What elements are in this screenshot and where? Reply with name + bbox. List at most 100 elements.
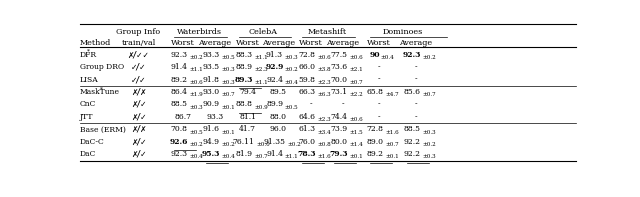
Text: JTT: JTT: [80, 113, 93, 121]
Text: Base (ERM): Base (ERM): [80, 125, 126, 133]
Text: DaC-C: DaC-C: [80, 138, 105, 146]
Text: ±0.5: ±0.5: [189, 130, 204, 135]
Text: ±0.2: ±0.2: [189, 55, 204, 60]
Text: -: -: [378, 113, 380, 121]
Text: MaskTune: MaskTune: [80, 88, 120, 96]
Text: ±0.7: ±0.7: [221, 92, 235, 97]
Text: ±1.9: ±1.9: [189, 92, 204, 97]
Text: ±0.3: ±0.3: [422, 154, 436, 160]
Text: ±0.3: ±0.3: [285, 55, 298, 60]
Text: ±2.3: ±2.3: [317, 80, 331, 85]
Text: Waterbirds: Waterbirds: [177, 28, 221, 36]
Text: -: -: [414, 113, 417, 121]
Text: LISA: LISA: [80, 76, 99, 84]
Text: 77.5: 77.5: [330, 51, 348, 59]
Text: ±0.3: ±0.3: [422, 130, 436, 135]
Text: 92.2: 92.2: [403, 150, 420, 158]
Text: train/val: train/val: [122, 39, 156, 47]
Text: ±1.1: ±1.1: [189, 67, 204, 72]
Text: ±1.1: ±1.1: [254, 55, 268, 60]
Text: 79.3: 79.3: [330, 150, 348, 158]
Text: ±0.2: ±0.2: [422, 142, 436, 147]
Text: 92.6: 92.6: [170, 138, 189, 146]
Text: 93.0: 93.0: [202, 88, 220, 96]
Text: ±2.2: ±2.2: [349, 92, 363, 97]
Text: 88.0: 88.0: [270, 113, 287, 121]
Text: ±2.3: ±2.3: [317, 117, 331, 122]
Text: 76.0: 76.0: [298, 138, 316, 146]
Text: ±3.8: ±3.8: [317, 67, 331, 72]
Text: 72.8: 72.8: [298, 51, 316, 59]
Text: 76.11: 76.11: [233, 138, 255, 146]
Text: 93.3: 93.3: [202, 51, 220, 59]
Text: 88.8: 88.8: [236, 100, 252, 109]
Text: ±0.5: ±0.5: [221, 55, 235, 60]
Text: 90: 90: [370, 51, 381, 59]
Text: 88.3: 88.3: [236, 51, 252, 59]
Text: ✗/✗: ✗/✗: [131, 87, 147, 97]
Text: ±0.6: ±0.6: [349, 117, 363, 122]
Text: Worst: Worst: [299, 39, 323, 47]
Text: ✗/✓: ✗/✓: [131, 150, 147, 159]
Text: DFR: DFR: [80, 51, 97, 59]
Text: 79.4: 79.4: [239, 88, 256, 96]
Text: ±0.1: ±0.1: [385, 154, 399, 160]
Text: ±4.7: ±4.7: [385, 92, 399, 97]
Text: 66.3: 66.3: [298, 88, 316, 96]
Text: -: -: [378, 63, 380, 71]
Text: -: -: [414, 100, 417, 109]
Text: ±0.6: ±0.6: [317, 55, 331, 60]
Text: Average: Average: [399, 39, 432, 47]
Text: Group Info: Group Info: [116, 28, 161, 36]
Text: 91.8: 91.8: [202, 76, 220, 84]
Text: 81.9: 81.9: [236, 150, 252, 158]
Text: CnC: CnC: [80, 100, 97, 109]
Text: 74.4: 74.4: [330, 113, 348, 121]
Text: ✗/✓: ✗/✓: [131, 112, 147, 121]
Text: ✓/✓: ✓/✓: [131, 63, 147, 72]
Text: ✗/✓✓: ✗/✓✓: [127, 50, 150, 59]
Text: 86.7: 86.7: [175, 113, 191, 121]
Text: 73.6: 73.6: [330, 63, 348, 71]
Text: Worst: Worst: [367, 39, 391, 47]
Text: 91.6: 91.6: [202, 125, 220, 133]
Text: ±0.4: ±0.4: [285, 80, 299, 85]
Text: 64.6: 64.6: [298, 113, 316, 121]
Text: 41.7: 41.7: [239, 125, 256, 133]
Text: *: *: [100, 86, 102, 91]
Text: Method: Method: [80, 39, 111, 47]
Text: ±0.2: ±0.2: [221, 142, 235, 147]
Text: 88.5: 88.5: [171, 100, 188, 109]
Text: 73.1: 73.1: [330, 88, 348, 96]
Text: 80.0: 80.0: [330, 138, 348, 146]
Text: 89.5: 89.5: [270, 88, 287, 96]
Text: 96.0: 96.0: [270, 125, 287, 133]
Text: ±0.1: ±0.1: [221, 130, 235, 135]
Text: ±0.6: ±0.6: [349, 55, 363, 60]
Text: ✗/✓: ✗/✓: [131, 137, 147, 146]
Text: 91.4: 91.4: [171, 63, 188, 71]
Text: ±0.1: ±0.1: [221, 105, 235, 110]
Text: -: -: [378, 76, 380, 84]
Text: ✗/✗: ✗/✗: [131, 125, 147, 134]
Text: ±1.6: ±1.6: [385, 130, 399, 135]
Text: 73.9: 73.9: [330, 125, 348, 133]
Text: ±1.6: ±1.6: [317, 154, 331, 160]
Text: -: -: [342, 100, 344, 109]
Text: ±2.1: ±2.1: [349, 67, 363, 72]
Text: -: -: [309, 100, 312, 109]
Text: 86.4: 86.4: [171, 88, 188, 96]
Text: -: -: [414, 63, 417, 71]
Text: Average: Average: [262, 39, 295, 47]
Text: -: -: [414, 76, 417, 84]
Text: 92.9: 92.9: [266, 63, 284, 71]
Text: ±3.4: ±3.4: [317, 130, 331, 135]
Text: ±0.3: ±0.3: [189, 105, 204, 110]
Text: ±2.3: ±2.3: [254, 67, 268, 72]
Text: 66.0: 66.0: [298, 63, 316, 71]
Text: 92.3: 92.3: [403, 51, 421, 59]
Text: Worst: Worst: [172, 39, 195, 47]
Text: 89.2: 89.2: [367, 150, 384, 158]
Text: 92.3: 92.3: [171, 150, 188, 158]
Text: ±0.7: ±0.7: [422, 92, 436, 97]
